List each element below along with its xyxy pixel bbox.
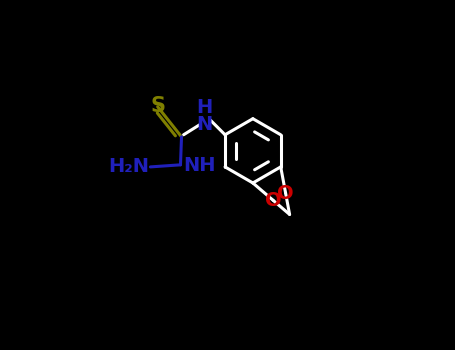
Text: H₂N: H₂N (108, 158, 149, 176)
Text: H
N: H N (196, 98, 212, 134)
Text: S: S (150, 96, 165, 116)
Text: NH: NH (183, 156, 216, 175)
Text: O: O (265, 191, 281, 210)
Text: O: O (277, 183, 294, 203)
